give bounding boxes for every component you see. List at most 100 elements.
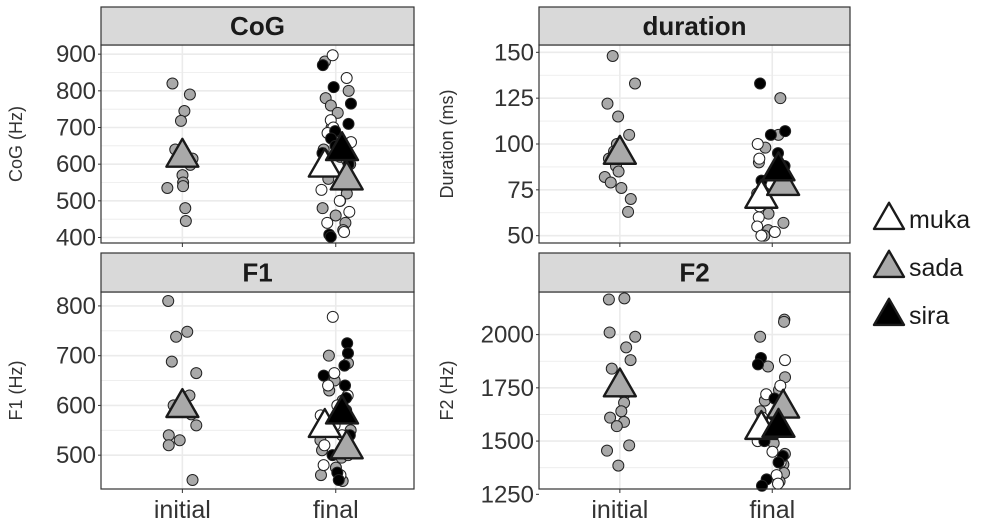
y-tick-label: 500: [56, 188, 96, 215]
data-point-sada: [162, 294, 175, 307]
legend-label-sira: sira: [909, 302, 949, 330]
data-point-sada: [603, 326, 616, 339]
data-point-sada: [754, 330, 767, 343]
legend-key-sira: [872, 297, 906, 327]
y-tick-label: 100: [494, 131, 534, 158]
x-tick-label: initial: [154, 496, 211, 524]
y-axis-label: F1 (Hz): [6, 361, 26, 421]
data-point-sira: [324, 230, 337, 243]
data-point-sada: [166, 77, 179, 90]
data-point-sira: [751, 358, 764, 371]
y-tick-label: 800: [56, 293, 96, 320]
data-point-sada: [601, 97, 614, 110]
data-point-sada: [778, 315, 791, 328]
data-point-muka: [318, 439, 331, 452]
y-tick-label: 125: [494, 85, 534, 112]
data-point-sira: [764, 128, 777, 141]
data-point-sada: [342, 84, 355, 97]
facet-strip: [538, 252, 851, 293]
facet-panel-f1: 500 600 700 800 F1 (Hz) F1 initial final: [6, 252, 415, 524]
facet-strip: [100, 252, 415, 293]
y-tick-label: 900: [56, 41, 96, 68]
data-point-sira: [338, 359, 351, 372]
data-point-sada: [610, 420, 623, 433]
y-axis-label: Duration (ms): [437, 89, 457, 198]
data-point-muka: [326, 49, 339, 62]
y-tick-label: 1500: [481, 428, 534, 455]
data-point-sada: [606, 50, 619, 62]
data-point-sada: [181, 325, 194, 338]
plot-background: [539, 292, 850, 489]
facet-strip: [538, 6, 851, 46]
data-point-sada: [174, 114, 187, 127]
data-point-sada: [615, 182, 628, 194]
mean-marker-sada: [165, 387, 200, 419]
data-point-muka: [321, 216, 334, 229]
data-point-sada: [331, 106, 344, 119]
data-point-sada: [316, 202, 329, 215]
data-point-sada: [623, 128, 636, 141]
data-point-sada: [170, 330, 183, 343]
data-point-muka: [338, 226, 351, 238]
data-point-muka: [778, 354, 791, 367]
legend-label-sada: sada: [909, 254, 963, 282]
data-point-sira: [772, 456, 785, 469]
data-point-sada: [177, 180, 190, 193]
facet-title: F2: [679, 258, 709, 288]
y-tick-label: 400: [56, 225, 96, 252]
data-point-sada: [162, 429, 175, 442]
data-point-sada: [612, 110, 625, 123]
y-tick-label: 75: [507, 177, 534, 204]
data-point-sada: [329, 209, 342, 222]
mean-marker-sada: [602, 367, 638, 398]
data-point-sada: [618, 292, 631, 305]
data-point-sada: [612, 165, 625, 178]
data-point-sada: [774, 92, 787, 105]
data-point-sira: [344, 97, 357, 110]
data-point-sira: [316, 59, 329, 72]
mean-marker-sira: [761, 151, 796, 182]
data-point-sira: [327, 81, 340, 94]
data-point-sira: [342, 117, 355, 130]
legend-key-muka: [872, 201, 906, 231]
data-point-sada: [173, 434, 186, 447]
y-tick-label: 700: [56, 343, 96, 370]
data-point-sira: [317, 369, 330, 382]
data-point-sada: [604, 411, 617, 424]
data-point-muka: [315, 183, 328, 196]
data-point-sira: [755, 479, 768, 492]
data-point-muka: [751, 138, 764, 150]
data-point-sira: [332, 474, 345, 487]
facet-title: F1: [242, 258, 272, 288]
data-point-sada: [190, 419, 203, 432]
plot-background: [101, 45, 414, 243]
data-point-sada: [161, 182, 174, 194]
plot-background: [101, 292, 414, 489]
legend-label-muka: muka: [909, 206, 970, 234]
legend: muka sada sira: [872, 201, 970, 330]
x-tick-label: final: [313, 496, 359, 524]
data-point-sada: [601, 444, 614, 457]
data-point-sada: [179, 215, 192, 227]
mean-marker-sada: [165, 137, 200, 168]
data-point-sada: [186, 474, 199, 487]
data-point-sada: [615, 405, 628, 418]
data-point-sira: [341, 337, 354, 350]
data-point-sira: [754, 77, 767, 90]
data-point-muka: [317, 459, 330, 472]
data-point-sada: [777, 216, 790, 229]
data-point-muka: [322, 379, 335, 392]
facet-title: CoG: [230, 11, 285, 41]
data-point-sada: [183, 88, 196, 101]
data-point-sada: [314, 469, 327, 482]
y-tick-label: 500: [56, 442, 96, 469]
y-axis-label: F2 (Hz): [437, 361, 457, 421]
mean-marker-sada: [329, 429, 364, 460]
mean-marker-sira: [324, 131, 360, 162]
y-tick-label: 600: [56, 151, 96, 178]
data-point-sada: [605, 362, 618, 375]
y-tick-label: 50: [507, 223, 534, 250]
data-point-sada: [178, 105, 191, 117]
facet-panel-cog: 400 500 600 700 800 900 CoG (Hz) CoG: [6, 6, 415, 252]
mean-marker-sada: [602, 134, 638, 165]
